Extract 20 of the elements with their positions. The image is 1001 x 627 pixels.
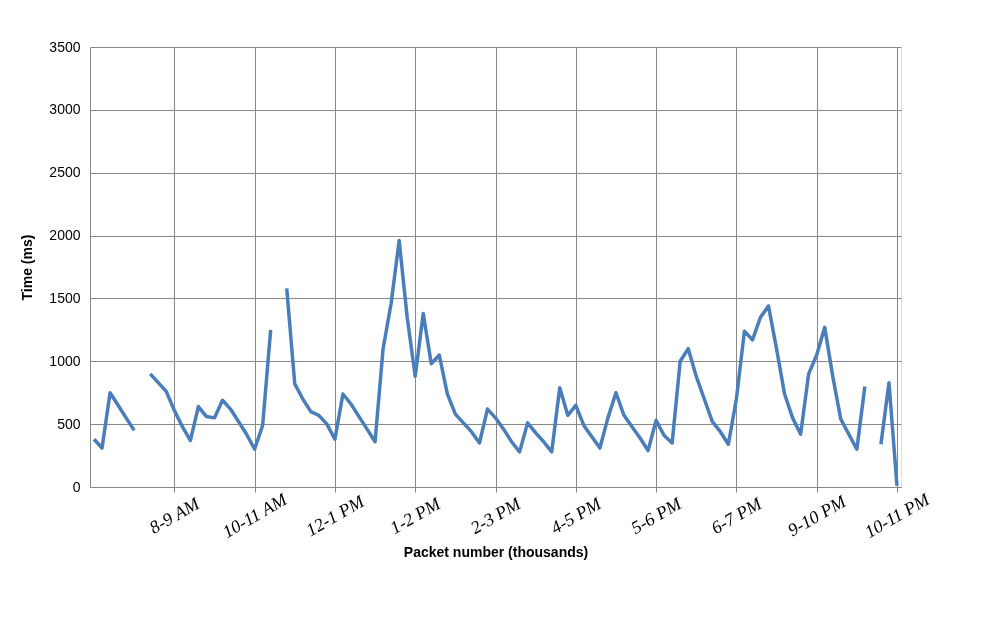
- x-tick-label: 4-5 PM: [547, 492, 606, 538]
- y-tick-label: 3000: [49, 101, 81, 118]
- x-tick-label: 10-11 AM: [218, 488, 292, 542]
- x-tick-label: 10-11 PM: [861, 488, 934, 543]
- x-tick-label: 12-1 PM: [302, 490, 369, 541]
- x-tick-label: 8-9 AM: [145, 492, 204, 538]
- x-tick-label: 5-6 PM: [627, 492, 686, 538]
- y-axis-title: Time (ms): [19, 234, 36, 301]
- y-tick-label: 3500: [49, 38, 81, 55]
- y-tick-label: 2500: [49, 164, 81, 181]
- y-tick-label: 500: [57, 415, 81, 432]
- y-tick-label: 0: [72, 478, 81, 495]
- x-tick-label: 9-10 PM: [784, 490, 851, 541]
- y-tick-label: 1000: [49, 352, 81, 369]
- x-tick-label: 1-2 PM: [386, 492, 445, 538]
- x-tick-label: 2-3 PM: [466, 492, 525, 538]
- x-axis-title: Packet number (thousands): [403, 544, 589, 561]
- x-tick-label: 6-7 PM: [707, 492, 766, 538]
- y-tick-label: 1500: [49, 289, 81, 306]
- y-tick-label: 2000: [49, 227, 81, 244]
